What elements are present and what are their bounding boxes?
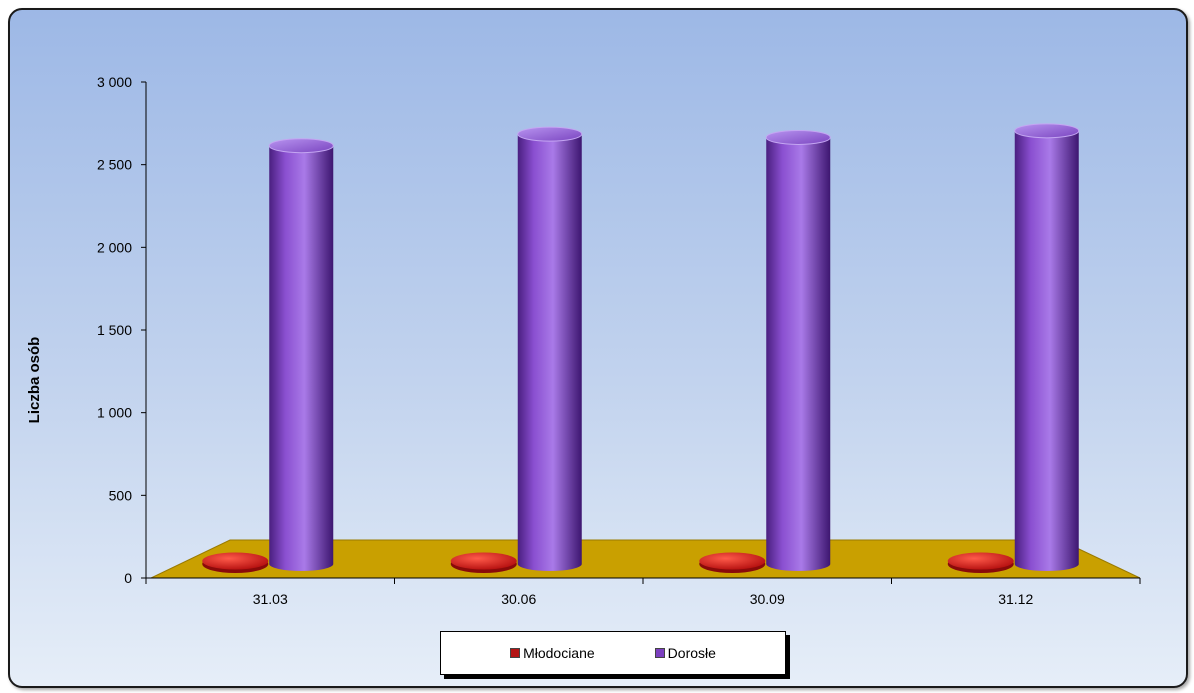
x-tick-label: 31.03 <box>253 591 288 607</box>
bar-dorosle-top <box>517 126 583 142</box>
y-tick-label: 1 500 <box>97 322 132 338</box>
bar-mlodociane <box>699 552 766 570</box>
x-tick-label: 30.09 <box>750 591 785 607</box>
bar-dorosle <box>269 145 334 571</box>
legend: Młodociane Dorosłe <box>440 631 786 675</box>
x-tick-label: 31.12 <box>998 591 1033 607</box>
bar-dorosle-top <box>765 129 831 145</box>
legend-entry-dorosle: Dorosłe <box>654 645 716 661</box>
chart-plot: 0 500 1 000 1 500 2 000 2 500 3 000 31.03 30.06 3… <box>26 74 1141 607</box>
bar-dorosle <box>1014 130 1079 571</box>
legend-label-dorosle: Dorosłe <box>667 645 716 661</box>
bar-mlodociane <box>450 552 517 570</box>
legend-label-mlodociane: Młodociane <box>523 645 595 661</box>
bar-dorosle <box>766 137 831 571</box>
bar-dorosle <box>517 134 582 571</box>
legend-swatch-mlodociane <box>510 648 521 658</box>
x-tick-label: 30.06 <box>501 591 536 607</box>
y-tick-label: 0 <box>124 570 132 586</box>
y-axis-title: Liczba osób <box>26 337 43 424</box>
y-tick-label: 2 000 <box>97 239 132 255</box>
bar-dorosle-top <box>268 138 334 154</box>
y-tick-label: 2 500 <box>97 157 132 173</box>
y-tick-label: 500 <box>109 487 133 503</box>
bar-mlodociane <box>202 552 269 570</box>
bar-dorosle-top <box>1014 123 1080 139</box>
legend-swatch-dorosle <box>654 648 665 658</box>
chart-frame: 0 500 1 000 1 500 2 000 2 500 3 000 31.03 30.06 3… <box>8 8 1188 688</box>
y-tick-label: 1 000 <box>97 405 132 421</box>
legend-entry-mlodociane: Młodociane <box>510 645 595 661</box>
y-tick-label: 3 000 <box>97 74 132 90</box>
bar-mlodociane <box>947 552 1014 570</box>
